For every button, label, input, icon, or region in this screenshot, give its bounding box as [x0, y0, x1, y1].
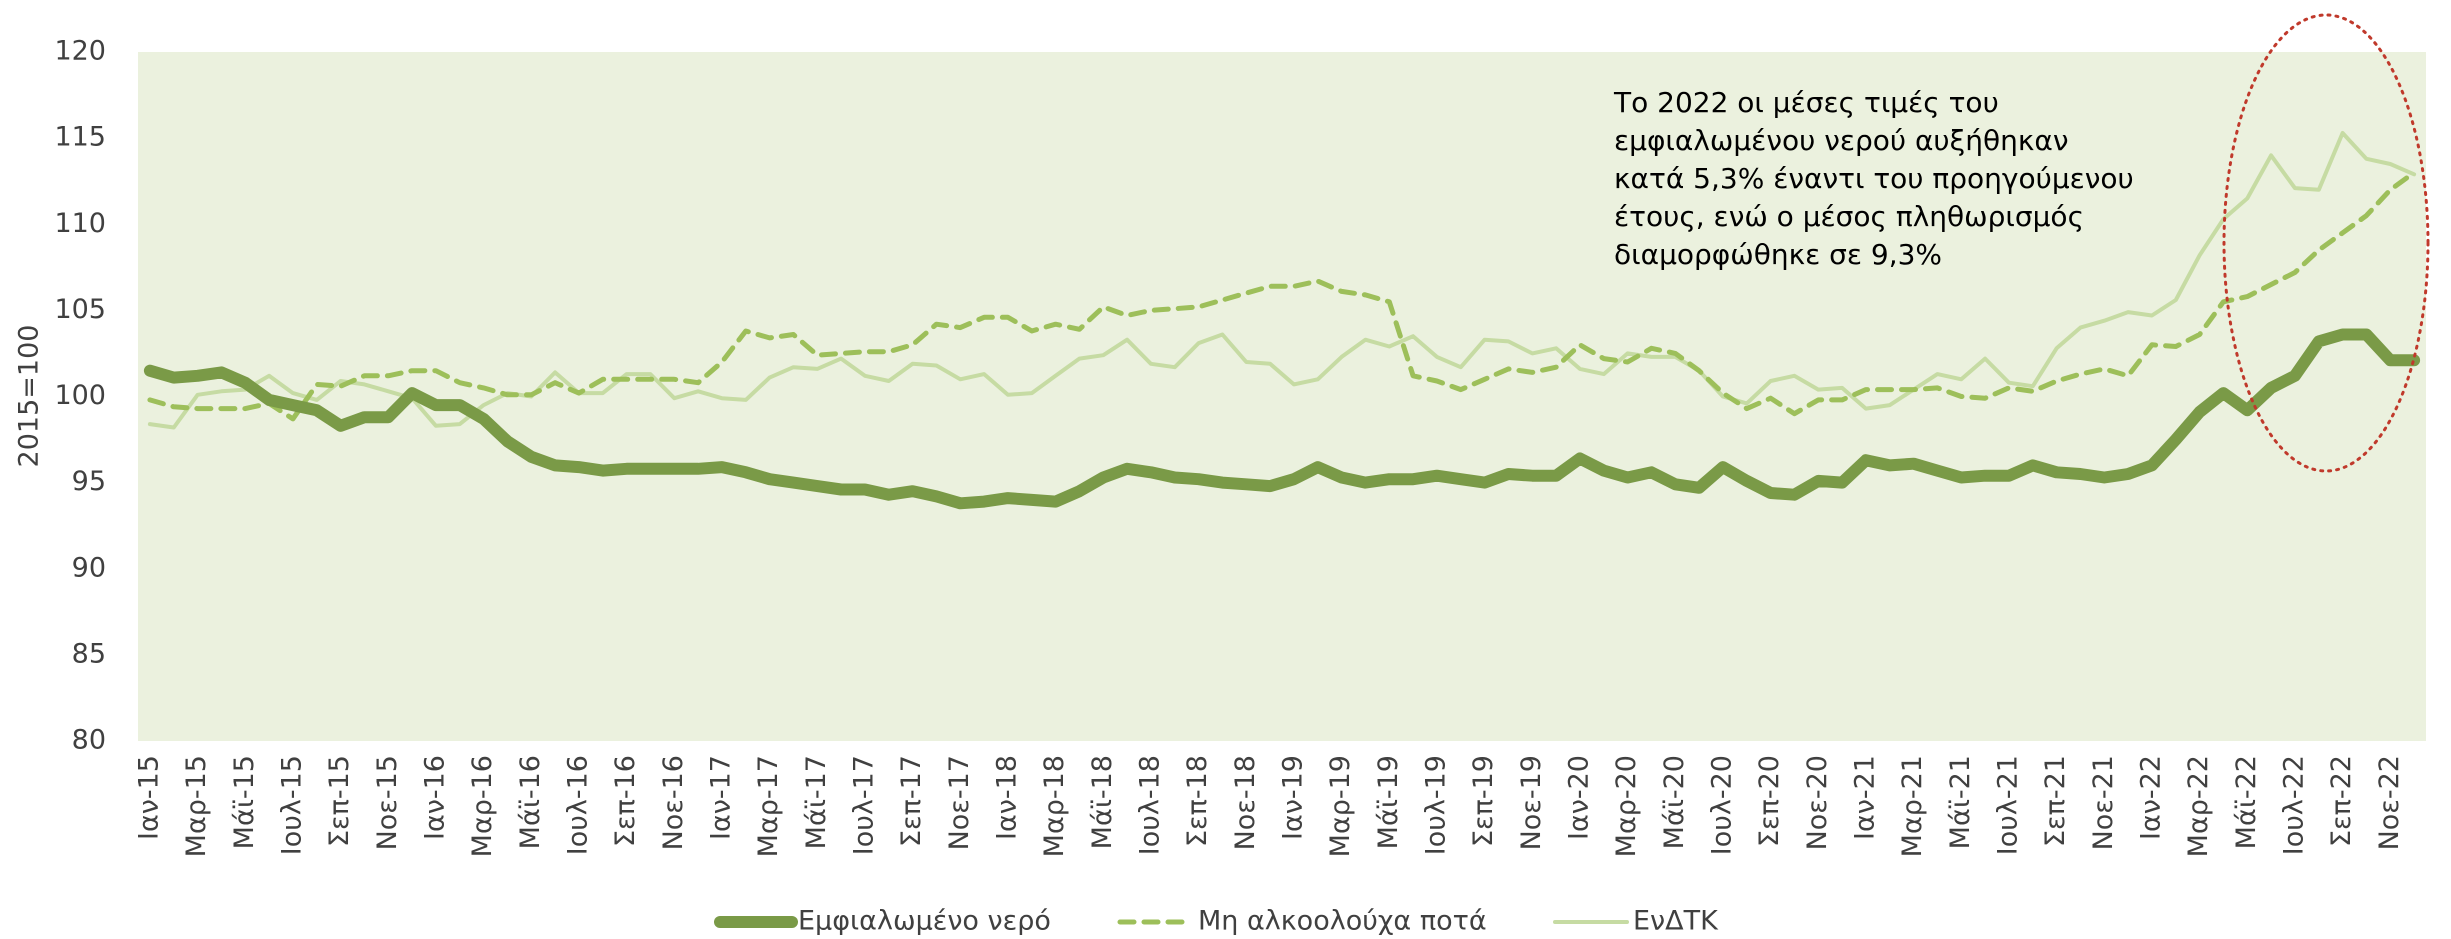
x-tick-label: Ιουλ-21: [1992, 755, 2023, 855]
x-tick-label: Σεπ-17: [896, 755, 927, 847]
y-tick-label: 110: [54, 208, 106, 239]
x-tick-label: Ιουλ-19: [1420, 755, 1451, 855]
legend-label: ΕνΔΤΚ: [1633, 906, 1719, 937]
x-tick-label: Ιουλ-16: [562, 755, 593, 855]
x-tick-label: Σεπ-15: [324, 755, 355, 847]
x-tick-label: Μαρ-19: [1325, 755, 1356, 857]
y-tick-label: 95: [72, 466, 106, 497]
x-tick-label: Σεπ-19: [1468, 755, 1499, 847]
x-tick-label: Νοε-18: [1230, 755, 1261, 850]
x-tick-label: Νοε-22: [2374, 755, 2405, 850]
x-tick-label: Μάϊ-15: [229, 755, 260, 849]
x-tick-label: Νοε-21: [2088, 755, 2119, 850]
y-tick-label: 120: [54, 36, 106, 67]
plot-area: [138, 52, 2426, 741]
x-tick-label: Μαρ-18: [1039, 755, 1070, 857]
annotation-line: διαμορφώθηκε σε 9,3%: [1614, 238, 1942, 271]
x-tick-label: Μάϊ-22: [2231, 755, 2262, 849]
annotation-line: έτους, ενώ ο μέσος πληθωρισμός: [1614, 200, 2084, 233]
series-line: [143, 328, 2421, 510]
annotation-line: Το 2022 οι μέσες τιμές του: [1613, 86, 1999, 119]
x-tick-label: Ιαν-19: [1277, 755, 1308, 840]
legend-label: Εμφιαλωμένο νερό: [798, 906, 1051, 937]
x-tick-label: Ιαν-21: [1849, 755, 1880, 840]
x-tick-label: Ιαν-18: [991, 755, 1022, 840]
x-tick-label: Σεπ-18: [1182, 755, 1213, 847]
x-tick-label: Ιαν-17: [705, 755, 736, 840]
x-tick-label: Σεπ-20: [1754, 755, 1785, 847]
x-tick-label: Μάϊ-21: [1945, 755, 1976, 849]
annotation-line: εμφιαλωμένου νερού αυξήθηκαν: [1614, 124, 2068, 157]
y-tick-label: 80: [72, 725, 106, 756]
x-tick-label: Μαρ-21: [1897, 755, 1928, 857]
x-tick-label: Μαρ-16: [467, 755, 498, 857]
x-tick-label: Μαρ-15: [181, 755, 212, 857]
x-tick-label: Μάϊ-19: [1373, 755, 1404, 849]
annotation: Το 2022 οι μέσες τιμές του εμφιαλωμένου …: [1613, 86, 2134, 271]
x-tick-label: Μαρ-22: [2183, 755, 2214, 857]
legend-label: Μη αλκοολούχα ποτά: [1198, 906, 1487, 937]
x-tick-label: Νοε-19: [1516, 755, 1547, 850]
x-tick-label: Μαρ-17: [753, 755, 784, 857]
x-tick-label: Ιουλ-15: [276, 755, 307, 855]
x-tick-label: Νοε-15: [372, 755, 403, 850]
x-tick-label: Μάϊ-16: [515, 755, 546, 849]
highlight-ellipse: [2222, 13, 2430, 473]
x-tick-label: Σεπ-22: [2326, 755, 2357, 847]
x-tick-label: Νοε-16: [658, 755, 689, 850]
x-tick-label: Σεπ-21: [2040, 755, 2071, 847]
x-tick-label: Ιαν-22: [2135, 755, 2166, 840]
y-tick-label: 115: [54, 122, 106, 153]
x-tick-label: Ιουλ-18: [1134, 755, 1165, 855]
x-tick-label: Ιουλ-22: [2278, 755, 2309, 855]
x-tick-label: Σεπ-16: [610, 755, 641, 847]
series-line: [147, 170, 2417, 422]
y-axis-label: 2015=100: [14, 325, 45, 468]
x-tick-label: Ιουλ-17: [848, 755, 879, 855]
y-tick-label: 105: [54, 294, 106, 325]
x-tick-label: Μάϊ-20: [1659, 755, 1690, 849]
x-tick-label: Νοε-20: [1802, 755, 1833, 850]
y-tick-label: 100: [54, 380, 106, 411]
x-tick-label: Μαρ-20: [1611, 755, 1642, 857]
annotation-line: κατά 5,3% έναντι του προηγούμενου: [1614, 162, 2134, 195]
y-tick-label: 90: [72, 552, 106, 583]
x-tick-label: Νοε-17: [944, 755, 975, 850]
x-tick-label: Ιαν-16: [419, 755, 450, 840]
y-tick-label: 85: [72, 638, 106, 669]
x-tick-label: Μάϊ-18: [1087, 755, 1118, 849]
x-tick-label: Ιουλ-20: [1706, 755, 1737, 855]
x-tick-label: Μάϊ-17: [801, 755, 832, 849]
x-tick-label: Ιαν-20: [1563, 755, 1594, 840]
x-tick-label: Ιαν-15: [133, 755, 164, 840]
